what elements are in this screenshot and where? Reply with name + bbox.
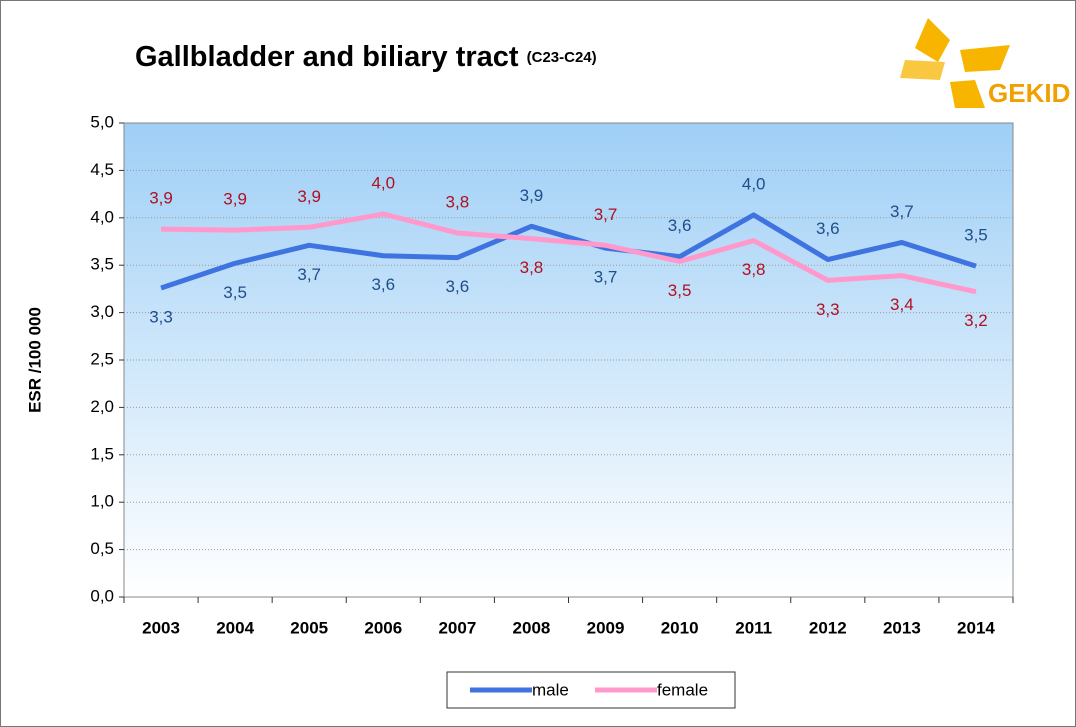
value-label: 3,6 xyxy=(816,219,840,238)
x-tick-label: 2007 xyxy=(438,618,476,637)
logo-text: GEKID xyxy=(988,78,1070,108)
value-label: 4,0 xyxy=(371,173,395,192)
y-tick-label: 1,0 xyxy=(90,492,114,511)
value-label: 3,6 xyxy=(446,277,470,296)
value-label: 3,6 xyxy=(668,216,692,235)
value-label: 3,2 xyxy=(964,311,988,330)
x-tick-label: 2004 xyxy=(216,618,254,637)
x-tick-label: 2012 xyxy=(809,618,847,637)
legend-label: female xyxy=(657,680,708,699)
value-label: 3,3 xyxy=(816,300,840,319)
y-tick-label: 1,5 xyxy=(90,444,114,463)
value-label: 3,5 xyxy=(223,283,247,302)
y-tick-label: 0,5 xyxy=(90,539,114,558)
y-tick-label: 2,5 xyxy=(90,349,114,368)
value-label: 3,7 xyxy=(297,265,321,284)
x-tick-label: 2009 xyxy=(587,618,625,637)
y-tick-label: 0,0 xyxy=(90,586,114,605)
x-tick-label: 2003 xyxy=(142,618,180,637)
series-line xyxy=(160,212,977,291)
y-tick-label: 4,0 xyxy=(90,207,114,226)
y-tick-label: 3,0 xyxy=(90,302,114,321)
x-tick-label: 2008 xyxy=(513,618,551,637)
value-label: 3,7 xyxy=(594,268,618,287)
y-tick-label: 3,5 xyxy=(90,255,114,274)
logo: GEKID xyxy=(900,18,1070,108)
y-axis-label: ESR /100 000 xyxy=(25,307,44,413)
value-label: 3,7 xyxy=(890,202,914,221)
value-label: 3,9 xyxy=(520,186,544,205)
x-tick-label: 2005 xyxy=(290,618,328,637)
series-line xyxy=(161,211,977,295)
chart-title: Gallbladder and biliary tract (C23-C24) xyxy=(135,41,597,73)
value-label: 3,5 xyxy=(964,226,988,245)
value-label: 3,8 xyxy=(446,192,470,211)
value-label: 3,6 xyxy=(371,275,395,294)
y-tick-label: 5,0 xyxy=(90,112,114,131)
value-label: 3,3 xyxy=(149,307,173,326)
y-tick-label: 2,0 xyxy=(90,397,114,416)
x-tick-label: 2013 xyxy=(883,618,921,637)
value-label: 3,9 xyxy=(223,190,247,209)
value-label: 3,9 xyxy=(297,187,321,206)
x-tick-label: 2014 xyxy=(957,618,995,637)
x-tick-label: 2011 xyxy=(735,618,772,637)
value-label: 3,8 xyxy=(742,260,766,279)
x-tick-label: 2010 xyxy=(661,618,699,637)
value-label: 3,4 xyxy=(890,295,914,314)
y-tick-label: 4,5 xyxy=(90,160,114,179)
value-label: 3,8 xyxy=(520,258,544,277)
value-label: 3,7 xyxy=(594,205,618,224)
value-label: 3,9 xyxy=(149,189,173,208)
x-tick-label: 2006 xyxy=(364,618,402,637)
value-label: 4,0 xyxy=(742,174,766,193)
value-label: 3,5 xyxy=(668,281,692,300)
legend-label: male xyxy=(532,680,569,699)
